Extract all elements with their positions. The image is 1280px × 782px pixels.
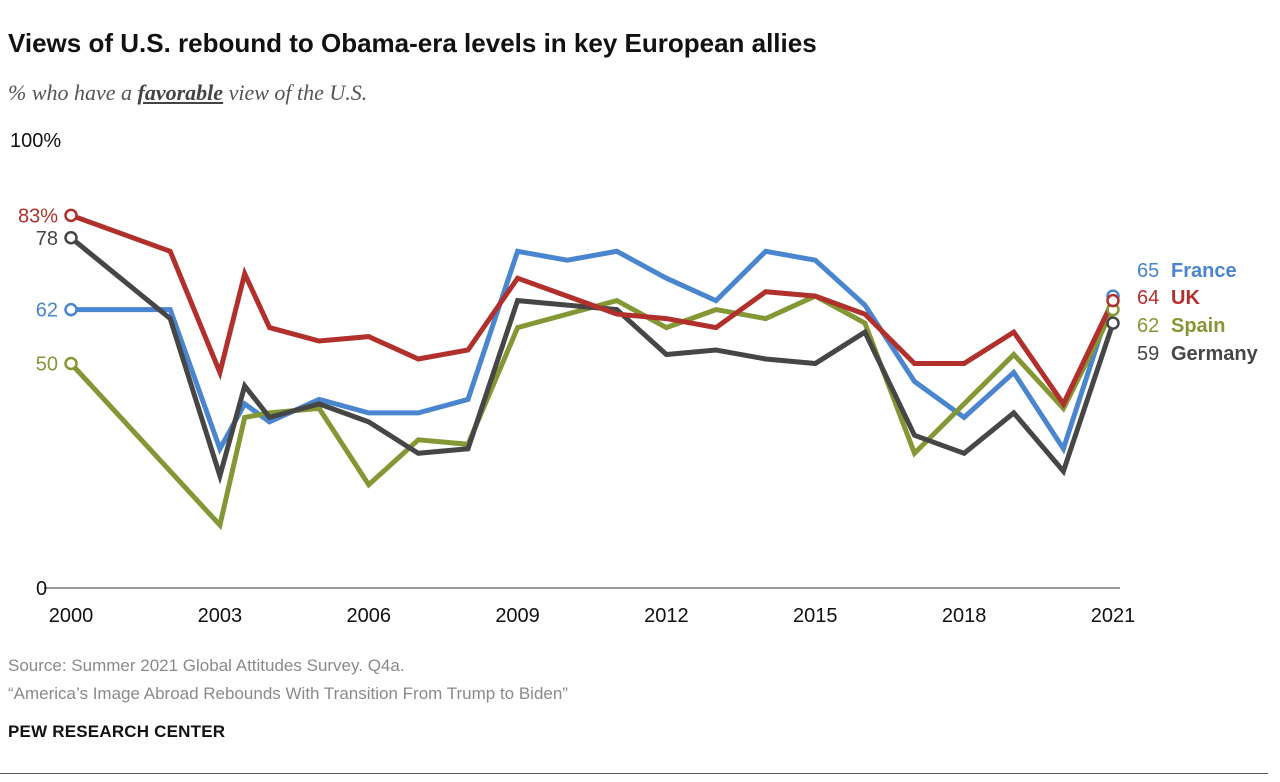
series-name-label-france: France	[1171, 260, 1237, 282]
end-value-label-germany: 59	[1137, 343, 1159, 365]
subtitle-suffix: view of the U.S.	[223, 80, 368, 105]
end-marker-uk	[1106, 293, 1120, 308]
start-marker-france	[64, 302, 78, 317]
x-tick-label-2006: 2006	[346, 605, 391, 627]
x-tick-label-2000: 2000	[49, 605, 94, 627]
bottom-divider	[0, 773, 1268, 774]
subtitle-prefix: % who have a	[8, 80, 138, 105]
start-value-label-germany: 78	[36, 228, 58, 250]
x-tick-label-2003: 2003	[198, 605, 243, 627]
x-tick-label-2012: 2012	[644, 605, 689, 627]
start-marker-spain	[64, 356, 78, 371]
brand-name: PEW RESEARCH CENTER	[8, 722, 226, 741]
start-value-label-uk: 83%	[18, 205, 58, 227]
series-name-label-spain: Spain	[1171, 315, 1225, 337]
chart-subtitle: % who have a favorable view of the U.S.	[8, 80, 367, 106]
x-tick-label-2018: 2018	[942, 605, 987, 627]
end-value-label-france: 65	[1137, 260, 1159, 282]
chart-title: Views of U.S. rebound to Obama-era level…	[8, 28, 817, 58]
start-marker-germany	[64, 231, 78, 245]
report-title-note: “America’s Image Abroad Rebounds With Tr…	[8, 684, 568, 703]
start-value-label-spain: 50	[36, 354, 58, 376]
end-marker-germany	[1106, 316, 1120, 330]
subtitle-emphasis: favorable	[137, 80, 224, 105]
series-name-label-germany: Germany	[1171, 343, 1259, 365]
series-name-label-uk: UK	[1171, 287, 1200, 309]
x-tick-label-2021: 2021	[1091, 605, 1136, 627]
x-tick-label-2009: 2009	[495, 605, 540, 627]
source-note: Source: Summer 2021 Global Attitudes Sur…	[8, 656, 405, 675]
start-value-label-france: 62	[36, 300, 58, 322]
start-marker-uk	[64, 208, 78, 223]
end-value-label-spain: 62	[1137, 315, 1159, 337]
y-tick-label-0: 0	[36, 578, 47, 600]
x-tick-label-2015: 2015	[793, 605, 838, 627]
series-line-spain	[69, 293, 1116, 531]
end-value-label-uk: 64	[1137, 287, 1159, 309]
y-tick-label-100: 100%	[10, 130, 61, 152]
series-line-germany	[69, 235, 1116, 485]
series-line-uk	[70, 212, 1116, 409]
